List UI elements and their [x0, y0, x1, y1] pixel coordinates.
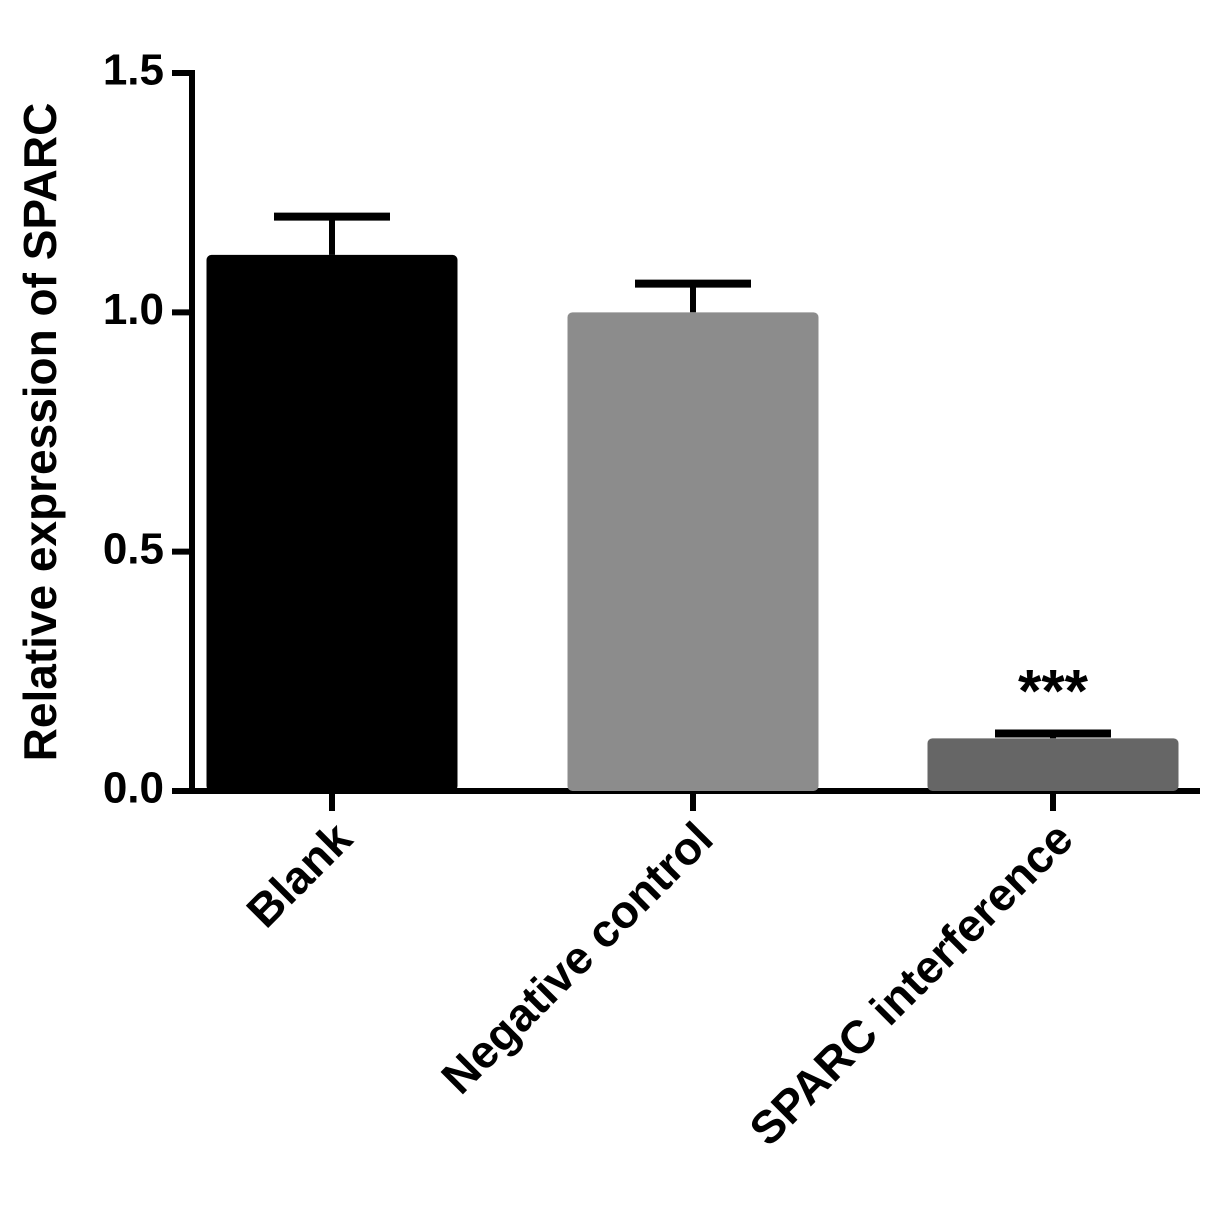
bar: [927, 738, 1179, 791]
y-tick-label: 1.0: [103, 285, 164, 334]
x-tick-label: Negative control: [431, 812, 723, 1104]
y-tick-label: 0.5: [103, 524, 164, 573]
bar: [206, 254, 458, 792]
significance-label: ***: [1018, 658, 1089, 725]
y-axis-title: Relative expression of SPARC: [14, 103, 66, 762]
y-tick-label: 1.5: [103, 46, 164, 95]
x-tick-label: Blank: [236, 812, 362, 938]
y-tick-label: 0.0: [103, 764, 164, 813]
x-tick-label: SPARC interference: [739, 812, 1082, 1155]
bar: [567, 312, 819, 791]
